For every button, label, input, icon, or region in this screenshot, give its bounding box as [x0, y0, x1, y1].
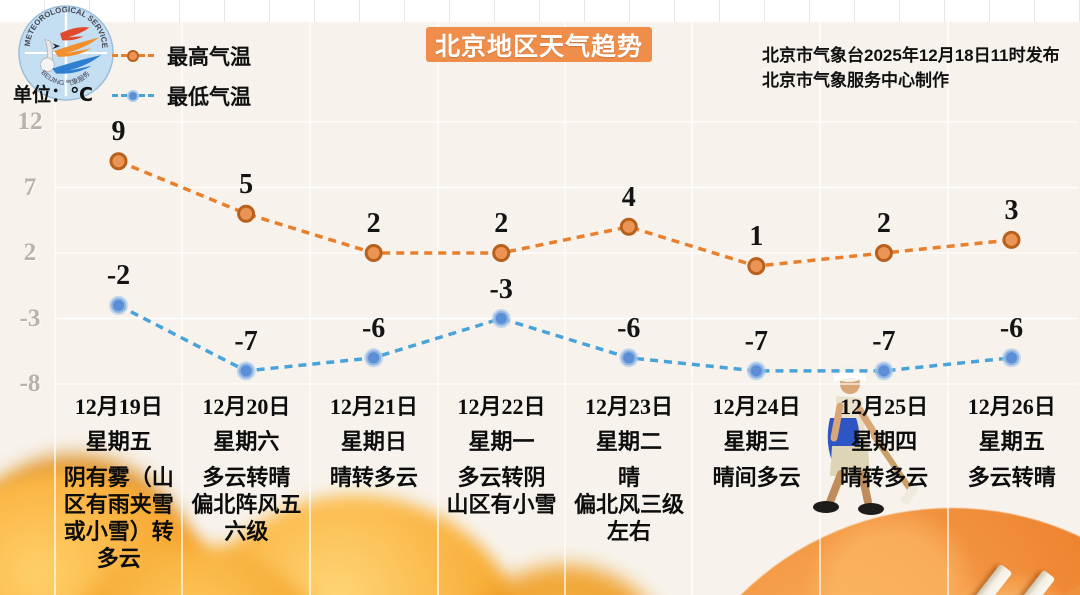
day-weather: 多云转阴 山区有小雪 [446, 465, 557, 517]
y-tick-label: 7 [23, 173, 37, 201]
low-temp-value-label: -6 [617, 312, 641, 344]
low-temp-value-label: -7 [744, 325, 768, 357]
day-date: 12月21日 [329, 394, 418, 419]
high-temp-value-label: 2 [366, 208, 381, 239]
low-temp-line [117, 303, 1012, 373]
y-tick-label: -3 [19, 304, 41, 332]
column-separator [819, 22, 821, 595]
low-temp-point [874, 361, 894, 381]
low-temp-point [1001, 348, 1021, 368]
day-weekday: 星期三 [723, 429, 790, 454]
column-separator [564, 22, 566, 595]
column-separator [181, 22, 183, 595]
low-temp-value-label: -6 [999, 312, 1024, 344]
chart-legend: 最高气温 最低气温 [112, 42, 251, 122]
low-temp-point [619, 348, 639, 368]
day-date: 12月25日 [840, 394, 929, 419]
legend-item-low: 最低气温 [112, 82, 251, 109]
high-temp-line-sample [112, 50, 154, 62]
day-column: 12月22日 星期一多云转阴 山区有小雪 [438, 394, 566, 518]
low-temp-point [491, 309, 511, 328]
day-column: 12月21日 星期日晴转多云 [310, 394, 438, 491]
day-weekday: 星期二 [596, 429, 663, 454]
day-column: 12月23日 星期二晴 偏北风三级 左右 [565, 394, 693, 545]
low-temp-point [746, 361, 766, 381]
unit-label: 单位：℃ [13, 85, 94, 106]
day-column: 12月26日 星期五多云转晴 [948, 394, 1076, 491]
day-weekday: 星期五 [978, 429, 1045, 454]
day-weather: 阴有雾（山 区有雨夹雪 或小雪）转 多云 [63, 465, 174, 571]
high-temp-value-label: 2 [494, 208, 509, 239]
day-date: 12月23日 [585, 394, 674, 419]
low-temp-point [364, 348, 384, 368]
high-temp-value-label: 9 [111, 116, 126, 148]
day-date: 12月22日 [457, 394, 546, 419]
y-tick-label: 12 [17, 108, 43, 135]
day-weather: 晴转多云 [840, 465, 929, 490]
column-separator [437, 22, 439, 595]
day-weather: 多云转晴 [967, 465, 1056, 490]
day-weekday: 星期一 [468, 429, 535, 454]
low-temp-value-label: -3 [489, 273, 513, 305]
y-tick-label: 2 [23, 239, 37, 266]
high-temp-value-label: 4 [621, 181, 636, 213]
day-weather: 晴 偏北风三级 左右 [574, 465, 685, 544]
day-column: 12月24日 星期三晴间多云 [693, 394, 821, 491]
high-temp-point [747, 257, 766, 276]
high-temp-point [1002, 230, 1021, 249]
high-temp-value-label: 2 [876, 208, 891, 239]
y-tick-label: -8 [19, 370, 41, 397]
legend-label-high: 最高气温 [167, 45, 251, 69]
high-temp-line [117, 159, 1012, 268]
meteorological-service-logo: METEOROLOGICAL SERVICE BEIJING 气象服务 [18, 5, 114, 101]
high-temp-point-icon [127, 50, 139, 62]
top-strip [0, 0, 1080, 22]
day-weather: 晴转多云 [329, 465, 418, 490]
day-column: 12月20日 星期六多云转晴 偏北阵风五 六级 [183, 394, 311, 545]
low-temp-line-sample [112, 90, 154, 102]
day-weather: 晴间多云 [712, 465, 801, 490]
day-weekday: 星期六 [213, 429, 280, 454]
low-temp-point [109, 295, 128, 315]
high-temp-point [364, 244, 383, 262]
column-separator [691, 22, 693, 595]
high-temp-value-label: 1 [749, 221, 764, 253]
high-temp-value-label: 5 [239, 168, 254, 200]
high-temp-point [237, 204, 256, 223]
high-temp-point [492, 244, 511, 262]
page-title: 北京地区天气趋势 [426, 27, 652, 62]
column-separator [309, 22, 311, 595]
day-column: 12月19日 星期五阴有雾（山 区有雨夹雪 或小雪）转 多云 [55, 394, 183, 572]
day-weather: 多云转晴 偏北阵风五 六级 [191, 465, 302, 544]
high-temp-point [619, 217, 638, 236]
day-date: 12月20日 [202, 394, 291, 419]
low-temp-point-icon [127, 90, 139, 102]
high-temp-point [109, 152, 128, 171]
day-date: 12月24日 [712, 394, 801, 419]
low-temp-point [236, 361, 256, 381]
day-column: 12月25日 星期四晴转多云 [820, 394, 948, 491]
high-temp-point [874, 244, 893, 262]
issuer-line-1: 北京市气象台2025年12月18日11时发布 [762, 46, 1060, 65]
legend-item-high: 最高气温 [112, 42, 251, 69]
issuer-line-2: 北京市气象服务中心制作 [762, 70, 949, 90]
day-date: 12月26日 [967, 394, 1056, 419]
issuer-info: 北京市气象台2025年12月18日11时发布 北京市气象服务中心制作 [762, 44, 1060, 93]
day-weekday: 星期日 [340, 429, 407, 454]
column-separator [54, 22, 56, 595]
low-temp-value-label: -7 [234, 325, 258, 357]
low-temp-value-label: -2 [106, 260, 131, 292]
high-temp-value-label: 3 [1004, 194, 1019, 226]
day-date: 12月19日 [74, 394, 163, 419]
day-weekday: 星期五 [85, 429, 152, 454]
day-weekday: 星期四 [851, 429, 918, 454]
low-temp-value-label: -6 [361, 312, 386, 344]
column-separator [947, 22, 949, 595]
legend-label-low: 最低气温 [167, 85, 251, 109]
low-temp-value-label: -7 [872, 325, 896, 357]
